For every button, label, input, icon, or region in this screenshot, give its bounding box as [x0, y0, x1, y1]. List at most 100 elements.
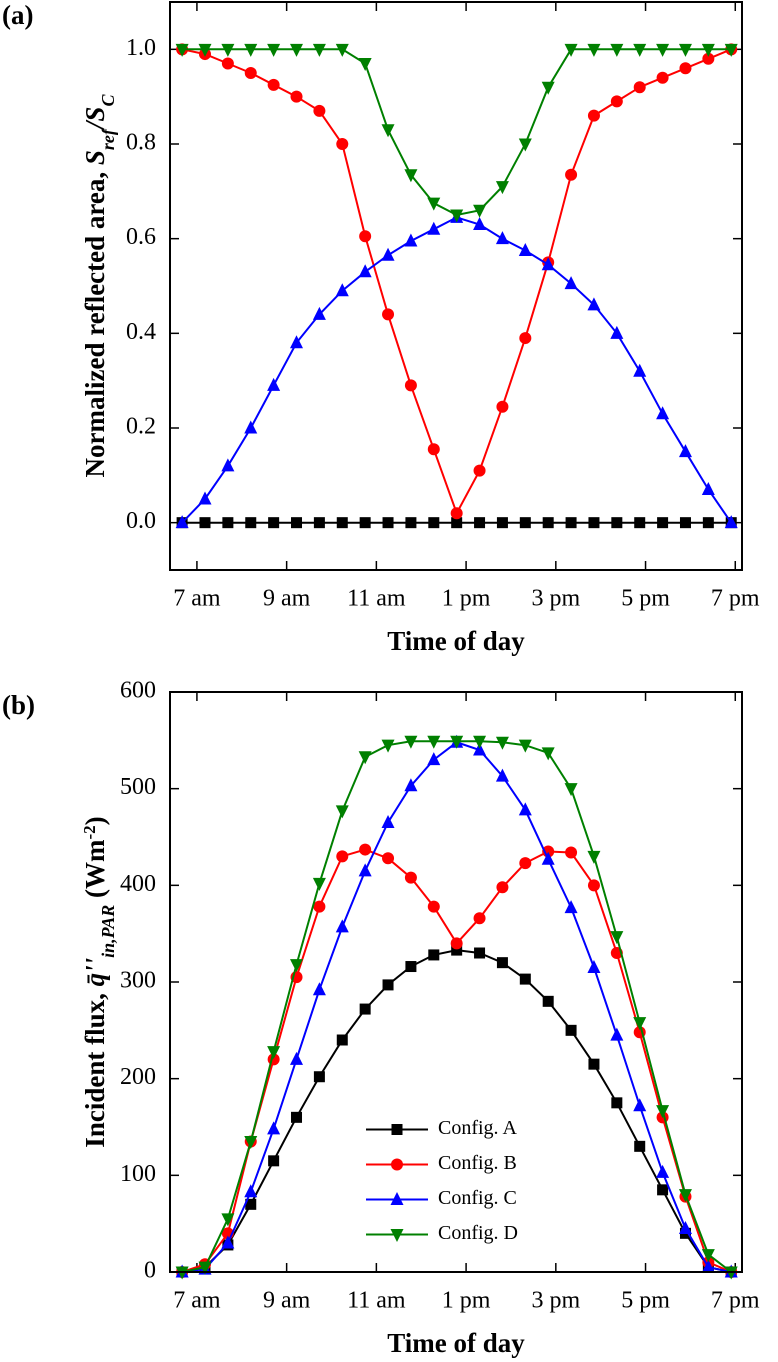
marker — [542, 517, 554, 529]
marker — [427, 197, 441, 211]
marker — [633, 363, 647, 377]
marker — [244, 67, 257, 79]
marker — [495, 768, 509, 782]
marker — [587, 960, 601, 973]
marker — [221, 57, 234, 70]
marker — [221, 1235, 235, 1249]
marker — [610, 325, 624, 339]
y-tick-label: 0.4 — [126, 319, 156, 345]
marker — [221, 458, 235, 472]
marker — [335, 919, 349, 933]
legend-marker — [391, 1158, 403, 1171]
marker — [290, 335, 304, 349]
y-tick-label: 0.2 — [126, 414, 156, 440]
marker — [404, 735, 418, 749]
marker — [587, 879, 600, 892]
x-tick-label: 7 pm — [711, 1288, 760, 1314]
x-tick-label: 9 am — [263, 1288, 311, 1314]
marker — [382, 979, 394, 991]
marker — [450, 209, 464, 223]
y-tick-label: 0.6 — [126, 224, 156, 250]
marker — [175, 515, 189, 529]
plot-area — [175, 734, 738, 1280]
marker — [610, 931, 624, 945]
marker — [656, 71, 669, 84]
x-tick-label: 11 am — [347, 1288, 406, 1314]
marker — [701, 1249, 715, 1263]
marker — [473, 204, 487, 218]
marker — [198, 491, 212, 505]
marker — [587, 109, 600, 122]
x-tick-label: 5 pm — [621, 1288, 670, 1314]
marker — [518, 802, 532, 816]
y-axis-label-part: -2 — [80, 825, 99, 839]
marker — [633, 43, 647, 57]
y-axis-label-part: q̄'' — [80, 958, 110, 987]
marker — [221, 1213, 235, 1227]
x-tick-label: 1 pm — [442, 586, 491, 612]
marker — [335, 283, 349, 297]
panel-label: (b) — [2, 690, 35, 720]
marker — [267, 1121, 281, 1135]
marker — [656, 406, 670, 420]
marker — [359, 1003, 371, 1015]
marker — [519, 857, 532, 870]
marker — [405, 517, 417, 529]
legend-marker — [390, 1229, 404, 1242]
marker — [564, 43, 578, 57]
marker — [496, 957, 508, 969]
marker — [267, 377, 281, 391]
marker — [678, 43, 692, 57]
marker — [518, 739, 532, 753]
marker — [199, 517, 211, 529]
marker — [268, 1155, 280, 1167]
y-axis-label-part: (Wm — [80, 839, 110, 905]
marker — [633, 1098, 647, 1112]
marker — [381, 124, 395, 138]
marker — [473, 735, 487, 749]
marker — [679, 62, 692, 75]
legend-label: Config. D — [438, 1222, 518, 1244]
y-tick-label: 0.0 — [126, 508, 156, 534]
y-tick-label: 500 — [120, 774, 156, 800]
marker — [291, 1111, 303, 1123]
marker — [702, 52, 715, 65]
marker — [358, 863, 372, 877]
y-axis-label-part: C — [98, 94, 118, 107]
legend-label: Config. C — [438, 1187, 517, 1209]
legend-marker — [390, 1192, 404, 1205]
marker — [198, 1261, 212, 1275]
y-axis-label-part: in,PAR — [98, 905, 118, 958]
marker — [701, 1259, 715, 1273]
marker — [611, 517, 623, 529]
marker — [428, 949, 440, 961]
marker — [610, 1027, 624, 1041]
marker — [222, 517, 234, 529]
marker — [496, 881, 509, 894]
marker — [564, 783, 578, 797]
x-tick-label: 7 am — [173, 586, 221, 612]
marker — [312, 43, 326, 57]
marker — [588, 517, 600, 529]
marker — [404, 871, 417, 884]
marker — [268, 517, 280, 529]
plot-area — [175, 43, 738, 529]
marker — [701, 482, 715, 496]
marker — [678, 1189, 692, 1203]
marker — [427, 735, 441, 749]
marker — [633, 1017, 647, 1031]
x-tick-label: 1 pm — [442, 1288, 491, 1314]
marker — [175, 43, 189, 57]
marker — [427, 443, 440, 456]
series-line — [182, 48, 732, 217]
marker — [565, 517, 577, 529]
y-axis-label-part: S — [80, 150, 110, 165]
marker — [496, 400, 509, 413]
marker — [267, 78, 280, 91]
marker — [518, 243, 532, 256]
marker — [290, 43, 304, 57]
marker — [633, 81, 646, 94]
marker — [359, 517, 371, 529]
series-line — [181, 48, 732, 516]
y-axis-label-part: ref — [98, 127, 118, 150]
